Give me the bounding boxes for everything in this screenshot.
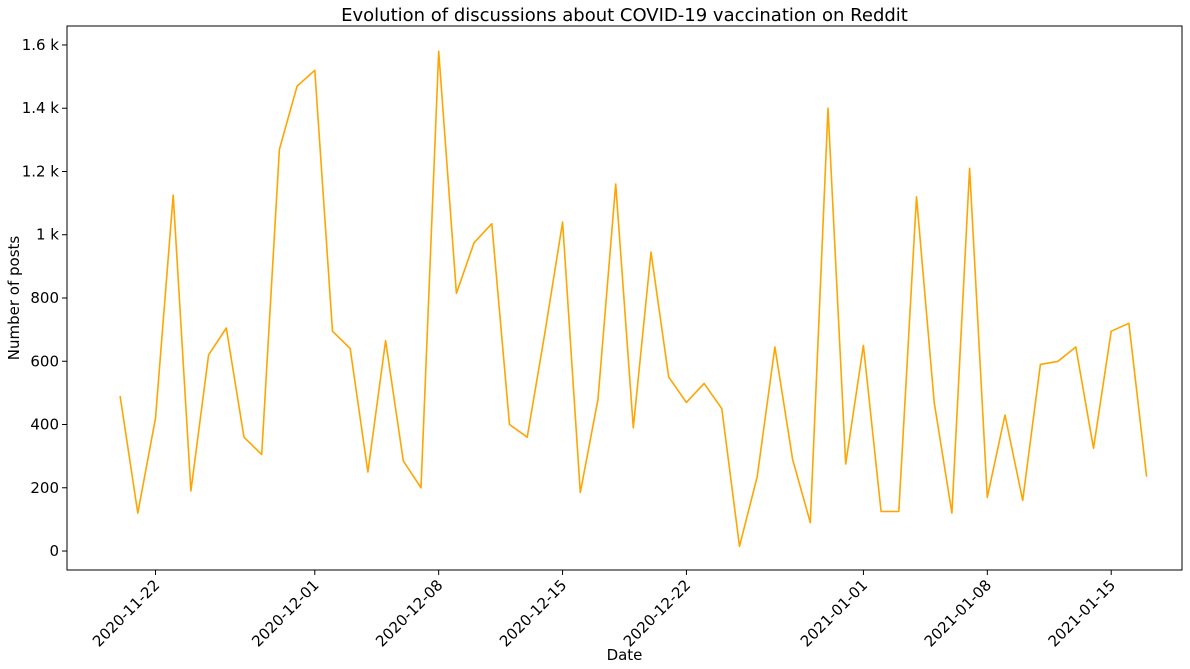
y-tick-label: 800	[30, 289, 59, 307]
chart-title: Evolution of discussions about COVID-19 …	[341, 5, 908, 26]
x-axis: 2020-11-22 2020-12-01 2020-12-08 2020-12-15…	[89, 570, 1119, 650]
y-tick-label: 1.6 k	[22, 36, 60, 54]
x-axis-label: Date	[607, 646, 643, 664]
series-line-posts	[119, 50, 1148, 548]
x-tick-label: 2020-11-22	[89, 576, 163, 650]
y-axis: 0 200 400 600 800 1 k 1.2 k 1.4 k 1.6 k	[22, 36, 67, 560]
y-axis-label: Number of posts	[5, 236, 23, 361]
y-tick-label: 200	[30, 479, 59, 497]
x-tick-label: 2020-12-15	[496, 576, 570, 650]
y-tick-label: 1.4 k	[22, 99, 60, 117]
y-tick-label: 1 k	[36, 226, 59, 244]
y-tick-label: 0	[49, 542, 59, 560]
y-tick-label: 600	[30, 352, 59, 370]
x-tick-label: 2020-12-22	[620, 576, 694, 650]
y-tick-label: 400	[30, 416, 59, 434]
y-tick-label: 1.2 k	[22, 162, 60, 180]
x-tick-label: 2021-01-01	[797, 576, 871, 650]
x-tick-label: 2021-01-15	[1045, 576, 1119, 650]
x-tick-label: 2020-12-01	[248, 576, 322, 650]
x-tick-label: 2021-01-08	[921, 576, 995, 650]
x-tick-label: 2020-12-08	[372, 576, 446, 650]
